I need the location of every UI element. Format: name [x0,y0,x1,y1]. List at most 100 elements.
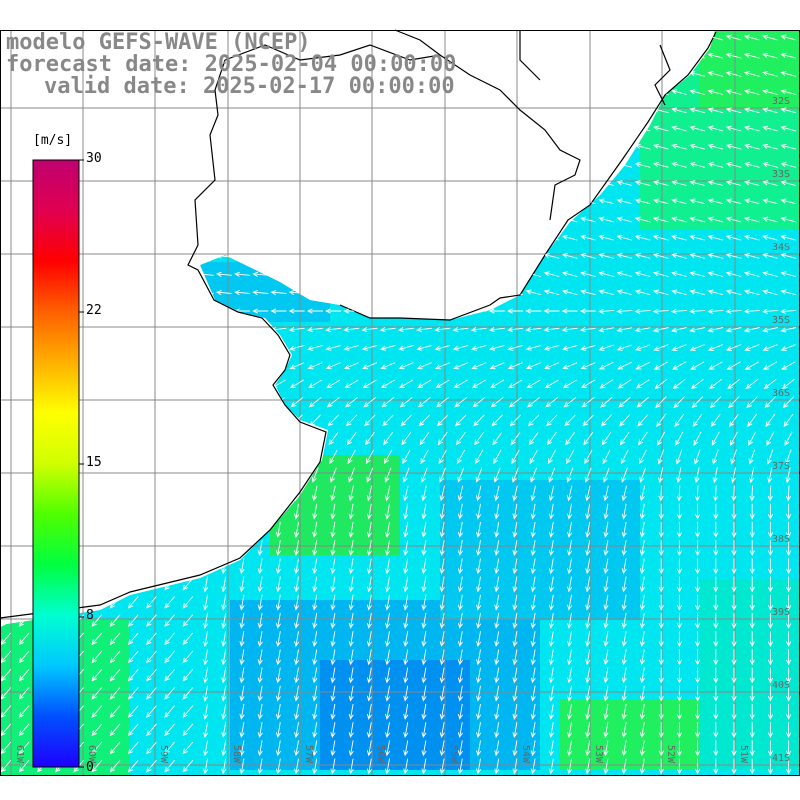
wind-arrow [582,414,594,427]
wind-arrow [348,521,354,538]
longitude-label: 57W [303,745,314,764]
wind-arrow [585,594,591,611]
wind-arrow [652,308,669,314]
wind-arrow [109,741,121,755]
wind-arrow [379,327,396,333]
wind-arrow [767,594,774,611]
wind-arrow [493,449,502,465]
wind-arrow [312,576,318,593]
wind-arrow [439,558,445,575]
wind-arrow [530,612,536,629]
wind-arrow [530,667,536,684]
wind-arrow [294,649,300,666]
wind-arrow [512,740,518,757]
wind-arrow [530,631,536,648]
longitude-label: 55W [448,745,459,764]
wind-arrow [671,198,687,205]
wind-arrow [671,327,687,333]
wind-arrow [508,379,523,389]
wind-arrow [603,758,609,775]
wind-arrow [616,234,633,241]
wind-arrow [385,540,391,557]
wind-arrow [365,449,374,465]
wind-arrow [312,612,318,629]
wind-arrow [767,667,774,684]
wind-arrow [694,612,701,629]
wind-arrow [494,612,500,629]
wind-arrow [725,71,742,77]
wind-arrow [476,540,482,557]
wind-arrow [710,413,721,428]
wind-arrow [439,594,445,611]
wind-arrow [182,669,194,682]
wind-arrow [689,216,705,223]
wind-arrow [585,612,591,629]
wind-arrow [603,612,609,629]
wind-arrow [762,271,778,277]
wind-arrow [543,308,560,314]
longitude-label: 53W [593,745,604,764]
wind-arrow [567,703,573,720]
wind-arrow [403,485,409,502]
wind-arrow [294,667,300,684]
wind-arrow [764,396,776,409]
wind-arrow [439,722,445,739]
wind-arrow [694,540,701,557]
wind-arrow [239,758,245,775]
wind-arrow [18,741,30,755]
latitude-label: 36S [772,388,790,399]
wind-arrow [471,344,487,351]
wind-arrow [127,760,139,773]
wind-arrow [675,431,684,446]
wind-arrow [562,344,578,351]
wind-arrow [713,685,719,702]
wind-arrow [785,667,792,684]
wind-arrow [676,631,683,648]
wind-arrow [747,413,757,428]
wind-arrow [221,758,227,775]
wind-arrow [749,612,755,629]
wind-arrow [361,327,378,333]
wind-arrow [653,271,669,277]
wind-arrow [579,308,596,314]
wind-arrow [767,485,773,502]
wind-arrow [457,722,463,739]
wind-arrow [127,705,139,718]
wind-arrow [348,467,355,483]
wind-arrow [601,431,612,446]
wind-arrow [621,594,627,611]
wind-arrow [403,558,409,575]
wind-arrow [489,362,505,370]
wind-arrow [731,503,737,520]
wind-arrow [785,740,792,757]
wind-arrow [616,198,633,205]
wind-arrow [330,540,336,557]
wind-arrow [743,308,760,314]
wind-arrow [434,327,451,333]
wind-arrow [767,758,774,775]
wind-arrow [146,741,157,755]
wind-arrow [457,503,463,520]
wind-arrow [585,576,591,593]
wind-arrow [203,667,209,684]
wind-arrow [127,632,139,646]
wind-arrow [603,521,609,538]
wind-arrow [619,431,630,446]
wind-arrow [780,308,797,314]
wind-arrow [731,631,737,648]
wind-arrow [713,667,719,684]
wind-arrow [767,612,774,629]
wind-arrow [146,650,157,664]
wind-arrow [671,271,687,277]
wind-arrow [725,34,742,41]
wind-arrow [579,327,596,333]
wind-arrow [507,344,523,351]
wind-arrow [674,413,685,428]
wind-arrow [653,180,669,186]
wind-arrow [639,558,645,575]
wind-arrow [713,758,719,775]
wind-arrow [439,485,445,502]
wind-arrow [91,723,103,737]
wind-arrow [744,71,760,77]
wind-arrow [91,669,103,682]
